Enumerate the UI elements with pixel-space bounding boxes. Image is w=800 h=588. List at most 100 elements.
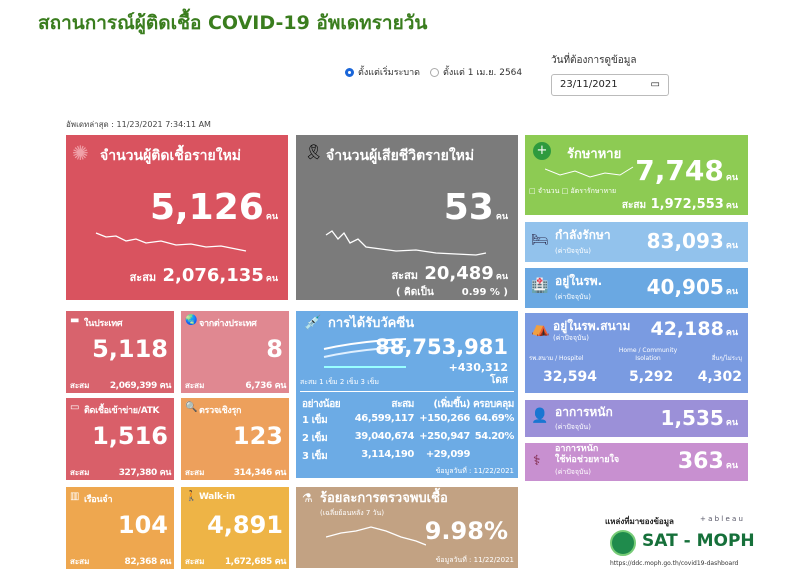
walking-icon: 🚶: [185, 491, 198, 502]
unit: คน: [274, 468, 287, 478]
acc-label: สะสม: [621, 200, 647, 211]
moph-logo-icon: [610, 530, 636, 556]
cell: 3 เข็ม: [302, 451, 328, 462]
card-subtitle: (เฉลี่ยย้อนหลัง 7 วัน): [320, 509, 385, 517]
card-subtitle: (ค่าปัจจุบัน): [555, 468, 591, 476]
virus-icon: ✺: [72, 141, 89, 165]
field-hospital-card: ⛺ อยู่ในรพ.สนาม (ค่าปัจจุบัน) 42,188 คน ร…: [525, 313, 748, 393]
cell: +250,947: [419, 431, 470, 442]
deaths-value: 53: [443, 187, 494, 228]
radio-since-april[interactable]: ตั้งแต่ 1 เม.ย. 2564: [430, 67, 522, 79]
lab-icon: ⚗: [302, 491, 313, 505]
cell: 46,599,117: [354, 413, 415, 424]
card-title: ติดเชื้อเข้าข่าย/ATK: [84, 406, 160, 416]
acc-label: สะสม: [70, 468, 90, 477]
card-value: 104: [117, 511, 168, 539]
date-label: วันที่ต้องการดูข้อมูล: [551, 55, 637, 66]
card-subtitle: (ค่าปัจจุบัน): [555, 423, 591, 431]
card-title: ในประเทศ: [84, 319, 123, 329]
unit: คน: [725, 328, 738, 338]
legend-rate: อัตรารักษาหาย: [570, 187, 617, 195]
cell: 39,040,674: [354, 431, 415, 442]
severe-card: 👤 อาการหนัก (ค่าปัจจุบัน) 1,535 คน: [525, 400, 748, 437]
radio-label: ตั้งแต่เริ่มระบาด: [358, 68, 421, 78]
field-value: 42,188: [650, 318, 724, 340]
source-brand: SAT - MOPH: [642, 531, 755, 551]
date-input[interactable]: 23/11/2021 ▭: [551, 74, 669, 96]
trend-sparkline: [326, 526, 426, 546]
header: สะสม: [391, 399, 414, 410]
unit: คน: [495, 272, 508, 282]
small-card: ▬ ในประเทศ 5,118 สะสม 2,069,399 คน: [66, 311, 174, 393]
trend-sparkline: [325, 230, 487, 256]
card-title: อาการหนัก: [555, 444, 599, 454]
acc-label: สะสม: [70, 381, 90, 390]
vaccine-legend: สะสม 1 เข็ม 2 เข็ม 3 เข็ม: [300, 378, 380, 386]
acc-label: สะสม: [185, 557, 205, 566]
card-title: เรือนจำ: [84, 495, 113, 505]
unit: คน: [159, 557, 172, 567]
source-url[interactable]: https://ddc.moph.go.th/covid19-dashboard: [610, 560, 739, 567]
small-card: 🔍 ตรวจเชิงรุก 123 สะสม 314,346 คน: [181, 398, 289, 480]
positivity-card: ⚗ ร้อยละการตรวจพบเชื้อ (เฉลี่ยย้อนหลัง 7…: [296, 487, 518, 568]
card-value: 8: [266, 335, 283, 363]
other-label: อื่นๆ/ไม่ระบุ: [711, 355, 742, 362]
trend-sparkline: [95, 232, 247, 252]
new-cases-card: ✺ จำนวนผู้ติดเชื้อรายใหม่ 5,126 คน สะสม 2…: [66, 135, 288, 300]
radio-selected-icon: [345, 68, 354, 77]
vaccine-row: 3 เข็ม 3,114,190 +29,099: [302, 449, 514, 464]
prison-icon: ▥: [70, 491, 80, 502]
page-title: สถานการณ์ผู้ติดเชื้อ COVID-19 อัพเดทรายว…: [38, 12, 428, 34]
unit: คน: [725, 173, 738, 183]
trend-sparkline: [545, 166, 634, 178]
other-value: 4,302: [697, 369, 742, 385]
home-isolation-value: 5,292: [629, 369, 674, 385]
acc-label: สะสม: [391, 269, 419, 282]
card-title: อยู่ในรพ.: [555, 274, 603, 288]
hospital-building-icon: 🏥: [531, 278, 549, 294]
cell: [470, 449, 514, 464]
total-value: 1,672,685: [224, 557, 272, 567]
card-title: การได้รับวัคซีน: [328, 316, 415, 331]
card-title: อยู่ในรพ.สนาม: [553, 319, 631, 333]
unit: คน: [265, 212, 278, 222]
card-value: 1,516: [92, 422, 168, 450]
unit: คน: [725, 418, 738, 428]
patient-iv-icon: 👤: [531, 408, 549, 424]
card-title: จากต่างประเทศ: [199, 319, 257, 329]
card-title: จำนวนผู้ติดเชื้อรายใหม่: [100, 148, 242, 164]
unit: คน: [725, 201, 738, 211]
total-value: 82,368: [124, 557, 158, 567]
unit: คน: [495, 212, 508, 222]
total-value: 6,736: [245, 381, 272, 391]
source-label: แหล่งที่มาของข้อมูล: [605, 517, 674, 526]
home-isolation-label: Home / Community Isolation: [618, 347, 678, 362]
total-value: 2,076,135: [162, 265, 264, 286]
total-value: 2,069,399: [109, 381, 157, 391]
data-date: ข้อมูลวันที่ : 11/22/2021: [435, 556, 514, 564]
cell: +29,099: [425, 449, 471, 460]
acc-label: สะสม: [129, 271, 157, 284]
ventilator-icon: ⚕: [533, 453, 541, 469]
vaccine-header-row: อย่างน้อย สะสม (เพิ่มขึ้น) ครอบคลุม: [302, 397, 514, 412]
hospitel-label: รพ.สนาม / Hospitel: [529, 355, 584, 362]
cell: +150,266: [419, 413, 470, 424]
search-icon: 🔍: [185, 402, 198, 413]
calendar-icon[interactable]: ▭: [650, 79, 660, 90]
hospital-value: 40,905: [646, 275, 724, 299]
acc-label: สะสม: [70, 557, 90, 566]
unit: คน: [159, 381, 172, 391]
data-date: ข้อมูลวันที่ : 11/22/2021: [435, 467, 514, 475]
recovered-card: + รักษาหาย 7,748 คน □ จำนวน □ อัตรารักษาห…: [525, 135, 748, 215]
card-title: ร้อยละการตรวจพบเชื้อ: [320, 491, 448, 506]
treating-card: 🛏 กำลังรักษา (ค่าปัจจุบัน) 83,093 คน: [525, 222, 748, 262]
card-subtitle: (ค่าปัจจุบัน): [553, 334, 589, 342]
card-value: 123: [232, 422, 283, 450]
acc-label: สะสม: [185, 468, 205, 477]
radio-since-outbreak[interactable]: ตั้งแต่เริ่มระบาด: [345, 67, 420, 79]
last-updated: อัพเดทล่าสุด : 11/23/2021 7:34:11 AM: [66, 120, 211, 129]
new-cases-value: 5,126: [149, 187, 264, 228]
vaccine-unit: โดส: [490, 375, 508, 386]
cell: 3,114,190: [361, 449, 414, 460]
unit: คน: [725, 287, 738, 297]
